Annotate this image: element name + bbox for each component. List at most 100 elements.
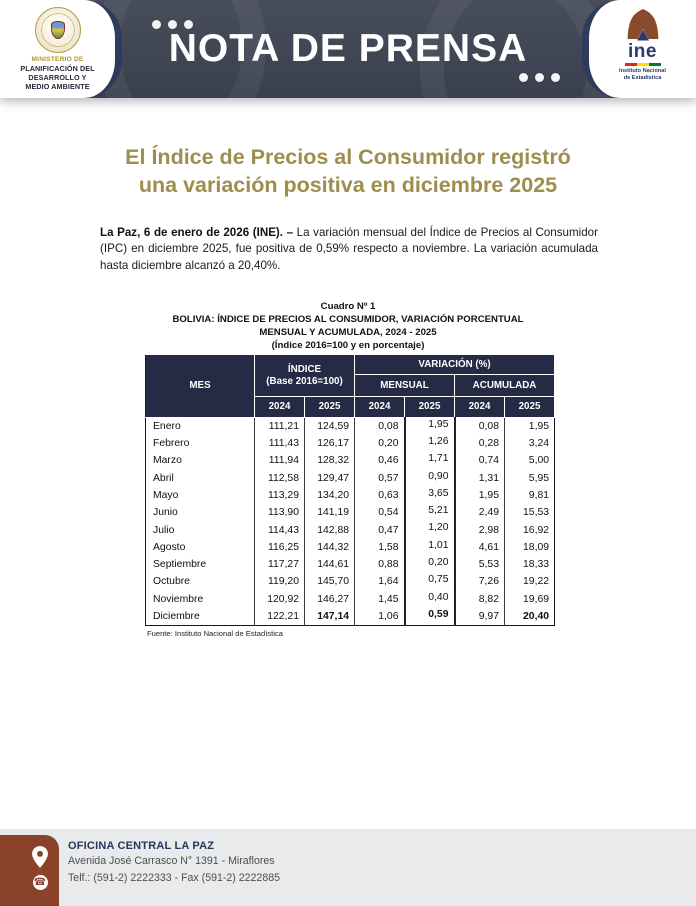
- value-cell: 1,64: [354, 573, 405, 591]
- value-cell: 128,32: [304, 452, 355, 470]
- table-row: Diciembre 122,21 147,14 1,06 0,59 9,97 20,40: [145, 607, 555, 626]
- value-cell: 0,75: [403, 573, 456, 591]
- table-row: Marzo 111,94 128,32 0,46 1,71 0,74 5,00: [145, 452, 555, 470]
- header-banner: NOTA DE PRENSA MINISTERIO DE PLANIFICACI…: [0, 0, 696, 98]
- footer-brown-block: [0, 835, 59, 906]
- value-cell: 126,17: [304, 434, 355, 453]
- value-cell: 114,43: [254, 521, 305, 539]
- month-cell: Julio: [145, 521, 255, 539]
- caption-line2: BOLIVIA: ÍNDICE DE PRECIOS AL CONSUMIDOR…: [172, 314, 524, 326]
- ine-logo-panel: ine Instituto Nacional de Estadística: [582, 0, 696, 98]
- value-cell: 146,27: [304, 590, 355, 608]
- value-cell: 111,43: [254, 434, 305, 453]
- value-cell: 1,95: [503, 417, 555, 435]
- value-cell: 1,01: [403, 538, 456, 557]
- value-cell: 16,92: [503, 521, 555, 539]
- value-cell: 7,26: [454, 573, 505, 591]
- header-acumulada: ACUMULADA: [453, 374, 556, 398]
- value-cell: 1,95: [403, 417, 456, 435]
- value-cell: 1,71: [403, 452, 456, 470]
- value-cell: 134,20: [304, 486, 355, 505]
- value-cell: 9,81: [503, 486, 555, 505]
- value-cell: 0,90: [403, 469, 456, 487]
- value-cell: 0,54: [354, 504, 405, 522]
- value-cell: 145,70: [304, 573, 355, 591]
- intro-paragraph: La Paz, 6 de enero de 2026 (INE). – La v…: [100, 225, 598, 274]
- footer-contact: OFICINA CENTRAL LA PAZ Avenida José Carr…: [68, 840, 280, 884]
- table-row: Agosto 116,25 144,32 1,58 1,01 4,61 18,09: [145, 538, 555, 557]
- value-cell: 124,59: [304, 417, 355, 435]
- value-cell: 117,27: [254, 556, 305, 574]
- value-cell: 0,47: [354, 521, 405, 539]
- value-cell: 111,21: [254, 417, 305, 435]
- value-cell: 20,40: [503, 607, 555, 626]
- table-caption: Cuadro Nº 1 BOLIVIA: ÍNDICE DE PRECIOS A…: [0, 301, 696, 353]
- caption-line3: MENSUAL Y ACUMULADA, 2024 - 2025: [259, 327, 437, 339]
- value-cell: 1,95: [454, 486, 505, 505]
- ministry-line2: PLANIFICACIÓN DEL: [20, 64, 95, 74]
- value-cell: 1,31: [454, 469, 505, 487]
- value-cell: 2,98: [454, 521, 505, 539]
- value-cell: 129,47: [304, 469, 355, 487]
- dots-decoration: [519, 73, 560, 82]
- caption-line4: (Índice 2016=100 y en porcentaje): [271, 340, 425, 352]
- office-address: Avenida José Carrasco N° 1391 - Miraflor…: [68, 855, 275, 867]
- value-cell: 8,82: [454, 590, 505, 608]
- value-cell: 111,94: [254, 452, 305, 470]
- table-header: MES ÍNDICE (Base 2016=100) VARIACIÓN (%)…: [145, 354, 556, 419]
- header-year: 2024: [454, 396, 505, 419]
- table-row: Octubre 119,20 145,70 1,64 0,75 7,26 19,22: [145, 573, 555, 591]
- table-source: Fuente: Instituto Nacional de Estadístic…: [147, 628, 283, 638]
- page-title: El Índice de Precios al Consumidor regis…: [0, 144, 696, 199]
- banner-title: NOTA DE PRENSA: [168, 27, 528, 70]
- month-cell: Marzo: [145, 452, 255, 470]
- header-variacion: VARIACIÓN (%): [353, 354, 556, 376]
- header-year: 2025: [503, 396, 556, 419]
- value-cell: 142,88: [304, 521, 355, 539]
- ministry-name: MINISTERIO DE PLANIFICACIÓN DEL DESARROL…: [20, 56, 94, 91]
- value-cell: 116,25: [254, 538, 305, 557]
- value-cell: 144,32: [304, 538, 355, 557]
- header-indice: ÍNDICE (Base 2016=100): [254, 354, 355, 398]
- value-cell: 141,19: [304, 504, 355, 522]
- value-cell: 122,21: [254, 607, 305, 626]
- value-cell: 0,88: [354, 556, 405, 574]
- month-cell: Noviembre: [145, 590, 255, 608]
- header-year: 2024: [354, 396, 405, 419]
- value-cell: 15,53: [503, 504, 555, 522]
- value-cell: 0,40: [403, 590, 456, 608]
- value-cell: 147,14: [304, 607, 355, 626]
- value-cell: 1,06: [354, 607, 405, 626]
- value-cell: 0,20: [354, 434, 405, 453]
- value-cell: 2,49: [454, 504, 505, 522]
- header-year: 2025: [404, 396, 455, 419]
- ine-caption: Instituto Nacional de Estadística: [619, 67, 666, 81]
- value-cell: 0,08: [354, 417, 405, 435]
- month-cell: Diciembre: [145, 607, 255, 626]
- value-cell: 4,61: [454, 538, 505, 557]
- table-row: Septiembre 117,27 144,61 0,88 0,20 5,53 18,33: [145, 556, 555, 574]
- value-cell: 3,65: [403, 486, 456, 505]
- month-cell: Febrero: [145, 434, 255, 453]
- header-year: 2024: [254, 396, 305, 419]
- caption-line1: Cuadro Nº 1: [320, 301, 376, 313]
- value-cell: 0,08: [454, 417, 505, 435]
- value-cell: 0,63: [354, 486, 405, 505]
- value-cell: 5,00: [503, 452, 555, 470]
- value-cell: 19,22: [503, 573, 555, 591]
- dots-decoration: [152, 20, 193, 29]
- office-phone: Telf.: (591-2) 2222333 - Fax (591-2) 222…: [68, 872, 281, 884]
- month-cell: Septiembre: [145, 556, 255, 574]
- footer-icons: ☎: [30, 845, 50, 890]
- value-cell: 1,58: [354, 538, 405, 557]
- ministry-line1: MINISTERIO DE: [31, 56, 84, 63]
- month-cell: Mayo: [145, 486, 255, 505]
- value-cell: 0,59: [403, 607, 456, 626]
- title-line1: El Índice de Precios al Consumidor regis…: [125, 145, 571, 169]
- value-cell: 120,92: [254, 590, 305, 608]
- ine-logo: ine Instituto Nacional de Estadística: [619, 8, 666, 82]
- month-cell: Enero: [145, 417, 255, 435]
- value-cell: 5,95: [503, 469, 555, 487]
- month-cell: Octubre: [145, 573, 255, 591]
